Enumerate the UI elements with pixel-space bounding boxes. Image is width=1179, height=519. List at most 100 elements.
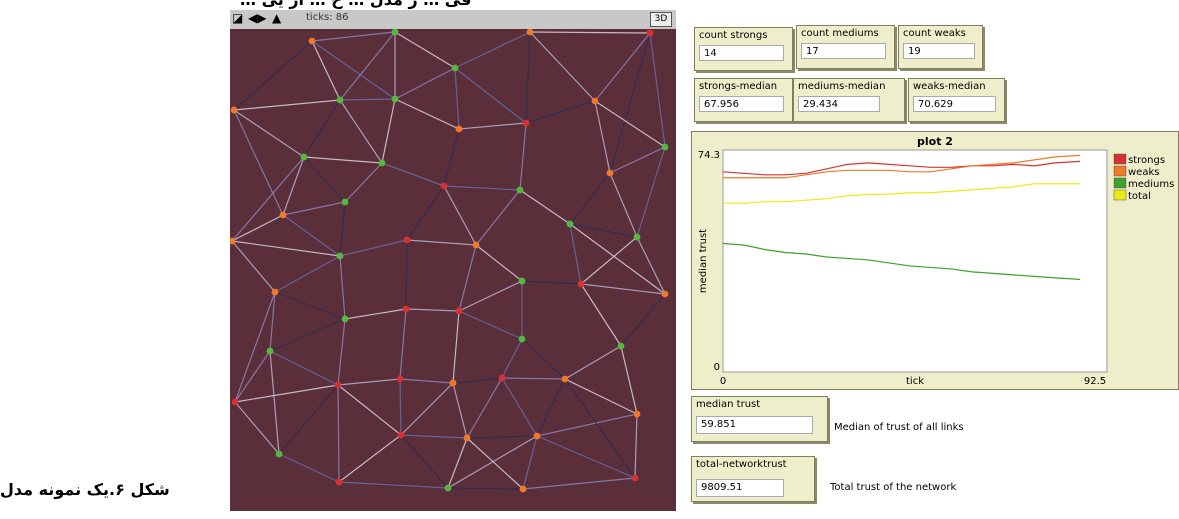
network-node[interactable] — [391, 95, 399, 103]
network-node[interactable] — [631, 474, 639, 482]
monitor-value: 14 — [699, 45, 784, 61]
network-node[interactable] — [646, 29, 654, 37]
network-link — [282, 201, 346, 216]
monitor-strongs-median: strongs-median 67.956 — [694, 78, 793, 122]
resize-icon[interactable]: ◪ — [232, 11, 244, 25]
network-node[interactable] — [275, 450, 283, 458]
network-link — [234, 384, 339, 403]
network-node[interactable] — [518, 335, 526, 343]
monitor-median-trust: median trust 59.851 — [691, 396, 828, 442]
network-node[interactable] — [378, 159, 386, 167]
network-world-view[interactable] — [230, 29, 676, 511]
network-node[interactable] — [455, 125, 463, 133]
legend-swatch-strongs — [1113, 153, 1127, 165]
network-link — [231, 156, 305, 242]
network-link — [521, 280, 582, 285]
monitor-value: 17 — [801, 43, 886, 59]
network-node[interactable] — [335, 478, 343, 486]
network-node[interactable] — [518, 277, 526, 285]
network-link — [594, 100, 666, 148]
network-node[interactable] — [402, 305, 410, 313]
network-node[interactable] — [308, 37, 316, 45]
network-node[interactable] — [451, 64, 459, 72]
network-node[interactable] — [498, 374, 506, 382]
network-link — [609, 172, 638, 238]
network-node[interactable] — [266, 347, 274, 355]
horizontal-arrows-icon[interactable]: ◀▶ — [248, 11, 267, 25]
network-node[interactable] — [661, 143, 669, 151]
network-link — [233, 109, 284, 216]
network-node[interactable] — [533, 432, 541, 440]
plot-area — [722, 149, 1108, 373]
network-node[interactable] — [391, 29, 399, 36]
network-node[interactable] — [334, 381, 342, 389]
network-node[interactable] — [444, 484, 452, 492]
network-link — [564, 378, 636, 479]
network-link — [458, 244, 477, 312]
network-node[interactable] — [633, 410, 641, 418]
monitor-label: count mediums — [801, 28, 879, 39]
network-link — [519, 189, 571, 225]
network-link — [569, 223, 666, 295]
network-node[interactable] — [522, 119, 530, 127]
network-node[interactable] — [231, 398, 239, 406]
network-link — [443, 185, 477, 246]
network-link — [337, 318, 346, 386]
monitor-label: count strongs — [699, 30, 768, 41]
network-node[interactable] — [566, 220, 574, 228]
monitor-total-networktrust: total-networktrust 9809.51 — [691, 456, 815, 502]
monitor-label: weaks-median — [913, 81, 986, 92]
network-node[interactable] — [526, 29, 534, 36]
network-node[interactable] — [336, 252, 344, 260]
network-node[interactable] — [455, 307, 463, 315]
network-node[interactable] — [606, 169, 614, 177]
network-link — [231, 240, 276, 293]
network-node[interactable] — [300, 153, 308, 161]
legend-swatch-mediums — [1113, 177, 1127, 189]
network-link — [569, 172, 611, 225]
network-node[interactable] — [271, 288, 279, 296]
network-node[interactable] — [440, 182, 448, 190]
network-node[interactable] — [230, 237, 236, 245]
network-node[interactable] — [661, 290, 669, 298]
network-node[interactable] — [230, 106, 238, 114]
network-link — [405, 308, 460, 312]
network-node[interactable] — [617, 342, 625, 350]
network-node[interactable] — [403, 236, 411, 244]
vertical-arrows-icon[interactable]: ▲ — [272, 11, 282, 25]
network-link — [282, 156, 305, 216]
network-link — [344, 308, 407, 320]
network-link — [381, 98, 396, 164]
network-link — [620, 293, 666, 347]
network-link — [580, 283, 666, 295]
network-link — [522, 477, 636, 490]
network-node[interactable] — [396, 375, 404, 383]
network-node[interactable] — [561, 375, 569, 383]
network-node[interactable] — [516, 186, 524, 194]
series-line-mediums — [722, 242, 1081, 280]
plot-median-trust[interactable]: plot 2 0 74.3 0 92.5 tick median trust strongs… — [691, 131, 1179, 390]
network-link — [636, 236, 666, 295]
3d-view-button[interactable]: 3D — [650, 12, 672, 27]
network-node[interactable] — [519, 485, 527, 493]
network-node[interactable] — [449, 379, 457, 387]
network-node[interactable] — [341, 315, 349, 323]
network-node[interactable] — [472, 241, 480, 249]
network-node[interactable] — [341, 198, 349, 206]
network-node[interactable] — [336, 96, 344, 104]
monitor-label: strongs-median — [699, 81, 778, 92]
network-link — [529, 31, 596, 102]
network-node[interactable] — [577, 280, 585, 288]
monitor-value: 67.956 — [699, 96, 784, 112]
network-link — [405, 239, 408, 310]
page-heading-fragment: … قی … ر مدل … ح … ار یی — [240, 0, 471, 9]
network-link — [282, 214, 341, 257]
network-node[interactable] — [591, 97, 599, 105]
network-link — [454, 67, 460, 130]
network-node[interactable] — [633, 233, 641, 241]
network-node[interactable] — [397, 431, 405, 439]
monitor-count-strongs: count strongs 14 — [694, 27, 793, 71]
network-link — [536, 435, 636, 479]
network-node[interactable] — [463, 434, 471, 442]
network-node[interactable] — [279, 211, 287, 219]
